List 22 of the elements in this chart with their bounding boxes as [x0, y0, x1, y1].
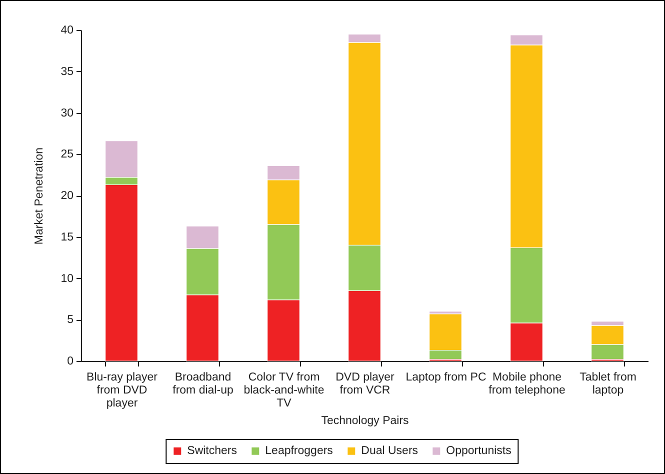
y-tick-label: 35	[60, 66, 74, 78]
x-tick-label: Mobile phone from telephone	[488, 372, 566, 396]
x-tick-label: Tablet from laptop	[580, 372, 636, 396]
y-tick-label: 25	[60, 148, 74, 161]
legend-label: Dual Users	[361, 445, 418, 458]
x-tick-label: Laptop from PC	[406, 372, 486, 384]
y-tick-label: 30	[60, 107, 74, 120]
x-tick-label: DVD player from VCR	[336, 372, 395, 396]
x-tick-label: Broadband from dial-up	[172, 372, 234, 396]
legend-label: Opportunists	[446, 445, 512, 458]
y-tick-label: 20	[60, 190, 74, 202]
y-axis-title: Market Penetration	[34, 147, 46, 245]
y-tick-label: 15	[60, 231, 74, 244]
y-tick-label: 0	[67, 356, 74, 368]
y-tick-label: 5	[67, 314, 74, 326]
y-tick-label: 40	[60, 24, 74, 36]
x-tick-label: Blu-ray player from DVD player	[86, 372, 158, 410]
x-tick-label: Color TV from black-and-white TV	[244, 372, 324, 410]
legend-label: Switchers	[187, 445, 238, 458]
y-tick-label: 10	[60, 272, 74, 285]
legend-label: Leapfroggers	[265, 445, 334, 458]
x-axis-title: Technology Pairs	[321, 415, 410, 427]
